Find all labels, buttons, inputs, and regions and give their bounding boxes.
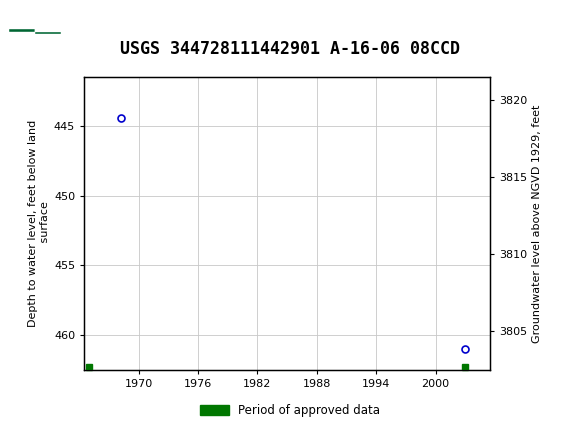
Text: USGS: USGS [66, 12, 113, 26]
Y-axis label: Depth to water level, feet below land
 surface: Depth to water level, feet below land su… [28, 120, 50, 327]
Y-axis label: Groundwater level above NGVD 1929, feet: Groundwater level above NGVD 1929, feet [531, 104, 542, 343]
Text: USGS 344728111442901 A-16-06 08CCD: USGS 344728111442901 A-16-06 08CCD [120, 40, 460, 58]
Legend: Period of approved data: Period of approved data [195, 399, 385, 422]
Bar [35, 29, 61, 32]
Bar [9, 31, 35, 34]
Bar [9, 29, 35, 32]
Bar [35, 31, 61, 34]
